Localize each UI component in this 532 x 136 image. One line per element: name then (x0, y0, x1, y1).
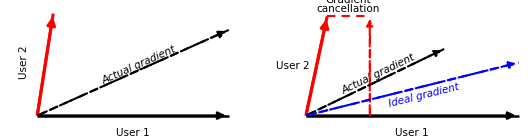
Text: Ideal gradient: Ideal gradient (388, 82, 461, 109)
Text: Actual gradient: Actual gradient (340, 52, 417, 96)
Text: Gradient: Gradient (326, 0, 371, 5)
Text: cancellation: cancellation (317, 4, 380, 14)
Text: User 1: User 1 (395, 128, 429, 136)
Text: User 2: User 2 (19, 45, 29, 79)
Text: User 2: User 2 (276, 61, 310, 71)
Text: User 1: User 1 (116, 128, 150, 136)
Text: Actual gradient: Actual gradient (101, 44, 178, 86)
